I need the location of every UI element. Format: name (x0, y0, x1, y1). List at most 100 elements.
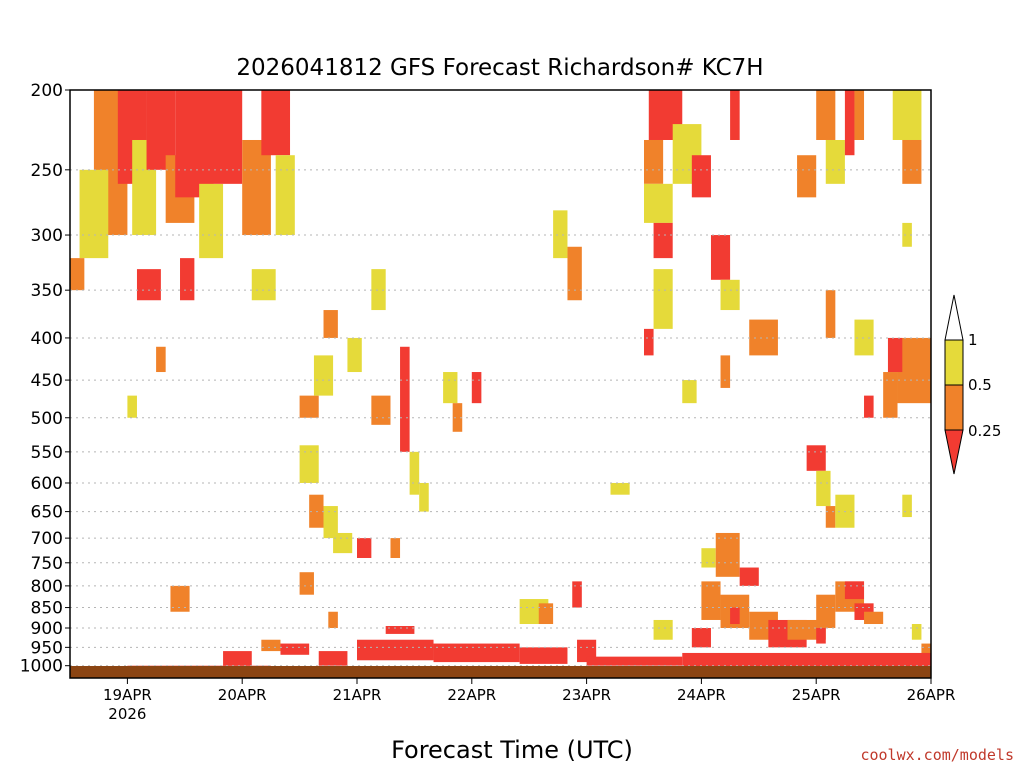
y-axis: 200 250 300 350 400 450 500 550 600 650 700 750 8008… (20, 81, 70, 677)
heatmap-cell (323, 506, 338, 539)
x-axis-label: Forecast Time (UTC) (391, 736, 633, 764)
heatmap-cell (586, 656, 683, 666)
x-tick-label: 23APR (562, 686, 611, 704)
colorbar-yellow (944, 339, 964, 386)
heatmap-cell (653, 222, 673, 259)
heatmap-cell (313, 355, 334, 396)
y-tick-label: 900 (31, 619, 63, 639)
heatmap-cell (170, 585, 190, 612)
heatmap-cell (825, 139, 845, 184)
heatmap-cell (816, 594, 836, 629)
y-tick-label: 950 (31, 638, 63, 658)
heatmap-cell (921, 643, 931, 659)
heatmap-cell (333, 532, 353, 554)
heatmap-cell (567, 246, 582, 301)
heatmap-cell (572, 581, 582, 608)
x-tick-label: 21APR (333, 686, 382, 704)
heatmap-cell (653, 619, 673, 640)
heatmap-cell (825, 506, 836, 528)
heatmap-cell (385, 626, 415, 634)
heatmap-cell (318, 651, 348, 666)
heatmap-cell (127, 395, 137, 418)
y-tick-label: 300 (31, 226, 63, 246)
heatmap-cell (902, 222, 912, 247)
heatmap-cell (328, 611, 338, 629)
heatmap-cell (280, 643, 310, 655)
y-tick-label: 450 (31, 371, 63, 391)
heatmap-cell (739, 567, 759, 586)
heatmap-cell (682, 652, 931, 668)
heatmap-cell (911, 624, 922, 640)
colorbar-label: 0.5 (968, 376, 992, 394)
heatmap-cell (553, 210, 568, 259)
credit-text: coolwx.com/models (860, 746, 1014, 764)
heatmap-cell (902, 494, 912, 518)
heatmap-cell (902, 139, 922, 184)
heatmap-cell (644, 183, 673, 223)
heatmap-cell (409, 451, 420, 495)
heatmap-cell (275, 155, 295, 236)
heatmap-cell (644, 139, 664, 184)
y-tick-label: 650 (31, 503, 63, 523)
y-tick-label: 200 (31, 81, 63, 101)
heatmap-cell (70, 258, 85, 291)
x-tick-label: 25APR (792, 686, 841, 704)
heatmap-cell (816, 470, 831, 507)
heatmap-cell (519, 647, 568, 664)
x-tick-label: 19APR (103, 686, 152, 704)
heatmap-cell (864, 611, 884, 625)
heatmap-cell (844, 581, 865, 600)
heatmap-cell (710, 235, 731, 280)
colorbar-top-arrow (944, 294, 964, 341)
heatmap-cell (299, 395, 319, 418)
heatmap-cell (223, 651, 252, 666)
plot-frame (69, 89, 932, 679)
heatmap-cell (897, 337, 931, 404)
y-tick-label: 1000 (20, 657, 63, 677)
heatmap-cell (691, 628, 711, 648)
heatmap-cell (701, 548, 716, 568)
y-tick-label: 500 (31, 409, 63, 429)
heatmap-cell (299, 572, 314, 595)
x-tick-label: 22APR (447, 686, 496, 704)
heatmap-cell (443, 372, 458, 404)
y-tick-label: 600 (31, 474, 63, 494)
heatmap-cell (844, 90, 855, 156)
heatmap-cell (730, 607, 740, 625)
heatmap-cell (371, 269, 386, 311)
colorbar-label: 1 (968, 331, 978, 349)
plot-area (70, 90, 931, 675)
heatmap-cell (251, 269, 276, 301)
ground-band (70, 666, 931, 678)
heatmap-cell (390, 538, 401, 558)
heatmap-cell (213, 90, 243, 184)
heatmap-cell (720, 355, 731, 388)
heatmap-cell (854, 319, 874, 356)
heatmap-cell (816, 628, 826, 644)
heatmap-cell (180, 258, 195, 301)
y-tick-label: 750 (31, 554, 63, 574)
y-tick-label: 700 (31, 529, 63, 549)
heatmap-cell (400, 346, 410, 452)
y-tick-label: 400 (31, 329, 63, 349)
heatmap-cell (816, 90, 836, 140)
colorbar-bottom-arrow (944, 429, 964, 475)
heatmap-cell (682, 380, 697, 404)
heatmap-cell (538, 603, 554, 625)
x-tick-label: 24APR (677, 686, 726, 704)
colorbar-orange (944, 384, 964, 431)
heatmap-cell (825, 290, 836, 338)
heatmap-cell (261, 639, 281, 652)
y-tick-label: 550 (31, 443, 63, 463)
heatmap-cell (175, 90, 214, 198)
heatmap-cell (644, 328, 654, 356)
heatmap-cell (797, 155, 817, 198)
heatmap-cell (854, 90, 865, 140)
heatmap-cell (433, 643, 520, 663)
heatmap-cell (864, 395, 874, 418)
x-tick-label: 26APR (907, 686, 956, 704)
x-tick-sublabel: 2026 (108, 705, 146, 723)
heatmap-cell (806, 445, 826, 471)
